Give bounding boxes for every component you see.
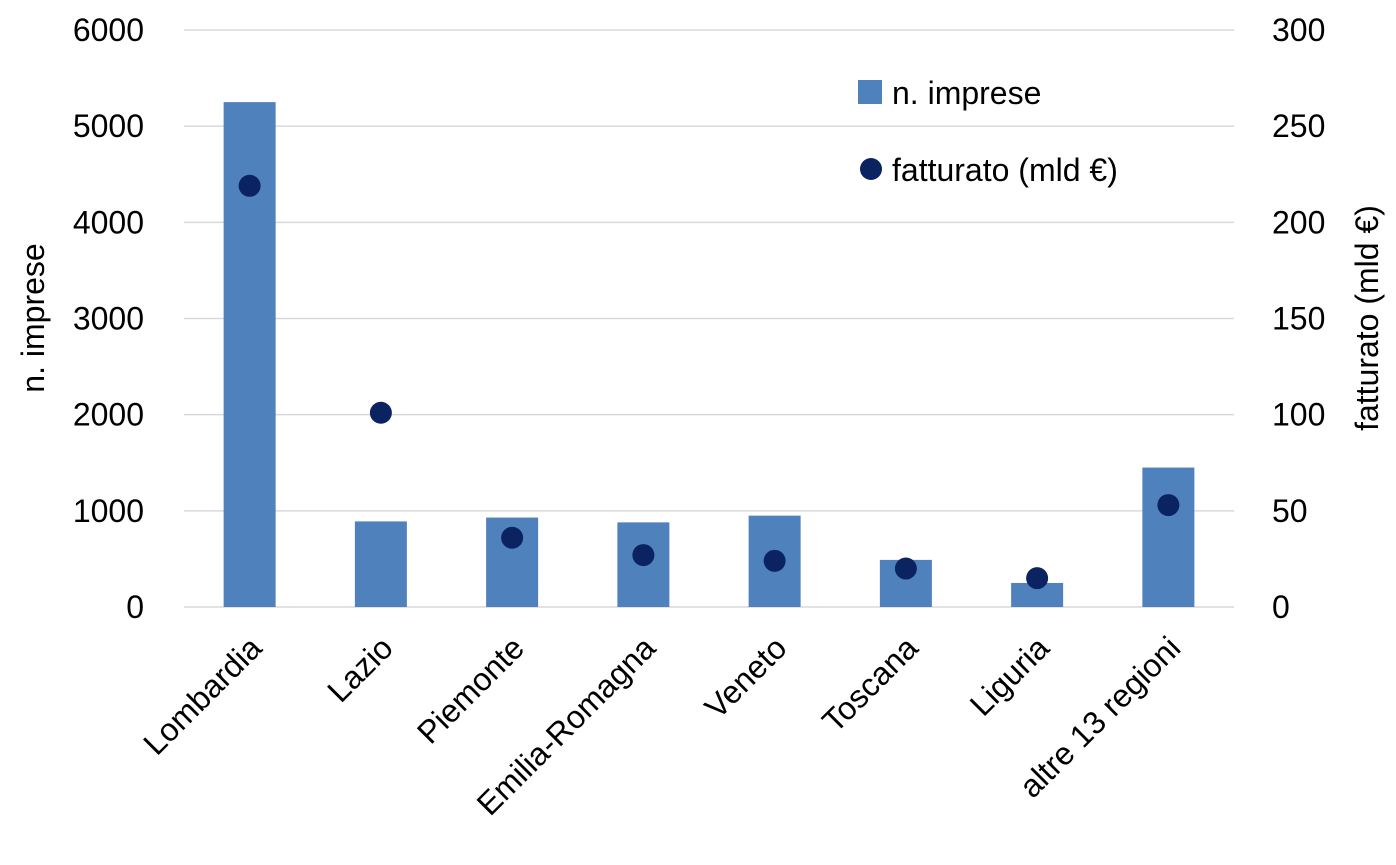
right-tick-label: 250: [1272, 108, 1325, 144]
left-axis-title: n. imprese: [15, 243, 51, 392]
right-tick-label: 200: [1272, 204, 1325, 240]
right-tick-label: 150: [1272, 301, 1325, 337]
left-tick-label: 5000: [73, 108, 144, 144]
left-tick-label: 1000: [73, 493, 144, 529]
category-tick-label: Toscana: [815, 629, 925, 739]
bar: [1142, 467, 1195, 607]
category-tick-label: Veneto: [698, 629, 794, 725]
data-point: [369, 401, 392, 424]
data-point: [1157, 494, 1180, 517]
left-tick-label: 0: [126, 589, 144, 625]
left-tick-label: 6000: [73, 12, 144, 48]
gridlines: [184, 29, 1234, 608]
data-point: [763, 549, 786, 572]
category-tick-label: Lombardia: [136, 629, 269, 762]
data-point: [501, 526, 524, 549]
legend-label-points: fatturato (mld €): [892, 152, 1118, 188]
category-tick-label: Piemonte: [410, 629, 531, 750]
left-tick-label: 3000: [73, 301, 144, 337]
right-axis-ticks: 0 50 100 150 200 250 300: [1272, 12, 1325, 625]
bar: [354, 521, 407, 607]
data-point: [894, 557, 917, 580]
data-point: [632, 544, 655, 567]
left-tick-label: 2000: [73, 397, 144, 433]
legend-swatch-points: [860, 158, 882, 180]
left-axis-ticks: 0 1000 2000 3000 4000 5000 6000: [73, 12, 144, 625]
right-tick-label: 300: [1272, 12, 1325, 48]
category-tick-label: Liguria: [963, 629, 1057, 723]
legend: n. imprese fatturato (mld €): [858, 75, 1118, 188]
right-tick-label: 0: [1272, 589, 1290, 625]
left-tick-label: 4000: [73, 204, 144, 240]
right-axis-title: fatturato (mld €): [1349, 205, 1385, 431]
data-point: [1026, 567, 1049, 590]
point-series: [238, 174, 1180, 590]
data-point: [238, 174, 261, 197]
right-tick-label: 100: [1272, 397, 1325, 433]
right-tick-label: 50: [1272, 493, 1308, 529]
legend-swatch-bars: [858, 80, 882, 104]
category-tick-label: Lazio: [320, 629, 400, 709]
legend-label-bars: n. imprese: [892, 75, 1041, 111]
